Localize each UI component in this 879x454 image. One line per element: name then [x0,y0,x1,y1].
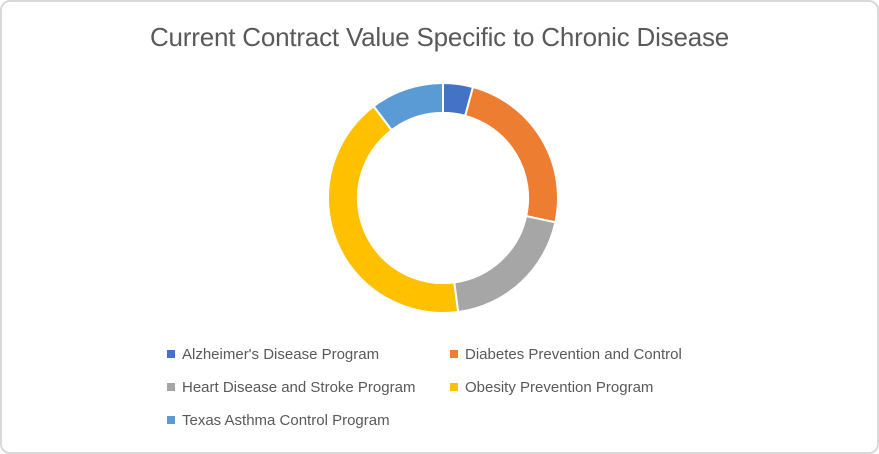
legend-swatch-icon [167,350,175,358]
legend-label: Alzheimer's Disease Program [182,345,380,363]
legend-item-texas-asthma[interactable]: Texas Asthma Control Program [167,410,450,430]
legend-item-alzheimers[interactable]: Alzheimer's Disease Program [167,344,450,364]
legend-swatch-icon [167,383,175,391]
donut-slice-heart-disease-and-stroke-program[interactable] [453,214,557,314]
legend-item-obesity[interactable]: Obesity Prevention Program [450,377,682,397]
legend-label: Heart Disease and Stroke Program [182,378,416,396]
legend: Alzheimer's Disease Program Diabetes Pre… [167,344,682,430]
donut-chart[interactable] [313,68,573,328]
donut-slice-texas-asthma-control-program[interactable] [372,81,444,132]
chart-title[interactable]: Current Contract Value Specific to Chron… [149,22,730,52]
legend-swatch-icon [450,350,458,358]
donut-slice-obesity-prevention-program[interactable] [326,104,460,314]
legend-label: Obesity Prevention Program [465,378,654,396]
legend-item-heart-disease[interactable]: Heart Disease and Stroke Program [167,377,450,397]
legend-swatch-icon [167,416,175,424]
legend-swatch-icon [450,383,458,391]
legend-item-diabetes[interactable]: Diabetes Prevention and Control [450,344,682,364]
legend-label: Diabetes Prevention and Control [465,345,682,363]
donut-slice-diabetes-prevention-and-control[interactable] [463,85,559,224]
legend-label: Texas Asthma Control Program [182,411,390,429]
